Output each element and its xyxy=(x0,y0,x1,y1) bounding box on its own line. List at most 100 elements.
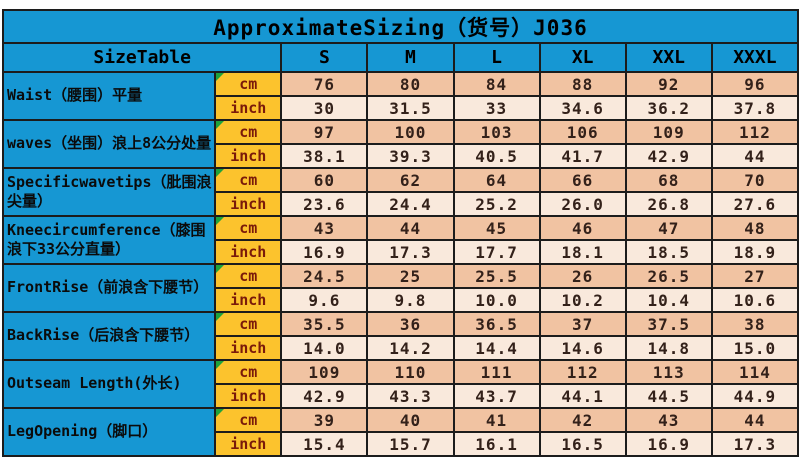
value-cell-inch: 10.6 xyxy=(710,287,800,313)
value-cell-cm: 62 xyxy=(366,167,455,193)
row-label: waves（坐围）浪上8公分处量 xyxy=(1,119,217,169)
unit-cell-inch: inch xyxy=(214,383,283,409)
value-cell-cm: 43 xyxy=(280,215,369,241)
value-cell-inch: 16.9 xyxy=(280,239,369,265)
value-cell-cm: 36 xyxy=(366,311,455,337)
comment-marker-icon xyxy=(217,218,225,225)
value-cell-inch: 26.0 xyxy=(538,191,627,217)
value-cell-cm: 88 xyxy=(538,71,627,97)
value-cell-cm: 45 xyxy=(452,215,541,241)
size-col-header-xxl: XXL xyxy=(624,42,713,73)
unit-cell-inch: inch xyxy=(214,239,283,265)
value-cell-inch: 15.7 xyxy=(366,431,455,457)
value-cell-cm: 103 xyxy=(452,119,541,145)
unit-cell-inch: inch xyxy=(214,335,283,361)
value-cell-cm: 76 xyxy=(280,71,369,97)
value-cell-inch: 38.1 xyxy=(280,143,369,169)
measurement-row-inch: inch 15.4 15.7 16.1 16.5 16.9 17.3 xyxy=(3,431,800,457)
unit-cell-inch: inch xyxy=(214,143,283,169)
unit-cell-cm: cm xyxy=(214,407,283,433)
value-cell-inch: 15.4 xyxy=(280,431,369,457)
measurement-row-cm: BackRise（后浪含下腰节） cm 35.5 36 36.5 37 37.5 38 xyxy=(1,311,800,361)
value-cell-inch: 33 xyxy=(452,95,541,121)
value-cell-inch: 44.9 xyxy=(710,383,800,409)
value-cell-inch: 43.7 xyxy=(452,383,541,409)
value-cell-inch: 14.0 xyxy=(280,335,369,361)
value-cell-inch: 10.0 xyxy=(452,287,541,313)
value-cell-inch: 27.6 xyxy=(710,191,800,217)
comment-marker-icon xyxy=(217,170,225,177)
value-cell-cm: 35.5 xyxy=(280,311,369,337)
value-cell-cm: 27 xyxy=(710,263,800,289)
value-cell-cm: 106 xyxy=(538,119,627,145)
value-cell-cm: 92 xyxy=(624,71,713,97)
value-cell-cm: 113 xyxy=(624,359,713,385)
unit-cell-inch: inch xyxy=(214,287,283,313)
title-row: ApproximateSizing（货号）J036 xyxy=(2,9,799,44)
value-cell-cm: 38 xyxy=(710,311,800,337)
measurement-row-cm: Outseam Length(外长) cm 109 110 111 112 113 114 xyxy=(1,359,800,409)
value-cell-inch: 16.9 xyxy=(624,431,713,457)
value-cell-cm: 66 xyxy=(538,167,627,193)
value-cell-inch: 10.2 xyxy=(538,287,627,313)
value-cell-cm: 112 xyxy=(710,119,800,145)
value-cell-inch: 26.8 xyxy=(624,191,713,217)
value-cell-inch: 23.6 xyxy=(280,191,369,217)
unit-cell-cm: cm xyxy=(214,71,283,97)
value-cell-inch: 25.2 xyxy=(452,191,541,217)
value-cell-inch: 16.5 xyxy=(538,431,627,457)
comment-marker-icon xyxy=(217,314,225,321)
value-cell-cm: 100 xyxy=(366,119,455,145)
comment-marker-icon xyxy=(217,74,225,81)
value-cell-inch: 44 xyxy=(710,143,800,169)
value-cell-cm: 24.5 xyxy=(280,263,369,289)
value-cell-inch: 34.6 xyxy=(538,95,627,121)
value-cell-cm: 26 xyxy=(538,263,627,289)
size-col-header-xxxl: XXXL xyxy=(710,42,800,73)
size-col-header-l: L xyxy=(452,42,541,73)
value-cell-inch: 37.8 xyxy=(710,95,800,121)
value-cell-inch: 9.8 xyxy=(366,287,455,313)
value-cell-inch: 42.9 xyxy=(624,143,713,169)
value-cell-inch: 41.7 xyxy=(538,143,627,169)
row-label: Waist（腰围）平量 xyxy=(1,71,217,121)
value-cell-cm: 46 xyxy=(538,215,627,241)
measurement-row-inch: inch 23.6 24.4 25.2 26.0 26.8 27.6 xyxy=(3,191,800,217)
size-col-header-s: S xyxy=(280,42,369,73)
value-cell-cm: 41 xyxy=(452,407,541,433)
value-cell-inch: 24.4 xyxy=(366,191,455,217)
value-cell-cm: 112 xyxy=(538,359,627,385)
value-cell-inch: 31.5 xyxy=(366,95,455,121)
value-cell-cm: 26.5 xyxy=(624,263,713,289)
measurement-row-cm: waves（坐围）浪上8公分处量 cm 97 100 103 106 109 112 xyxy=(1,119,800,169)
size-table-label: SizeTable xyxy=(1,42,283,73)
value-cell-cm: 68 xyxy=(624,167,713,193)
unit-cell-inch: inch xyxy=(214,191,283,217)
size-col-header-m: M xyxy=(366,42,455,73)
value-cell-inch: 17.3 xyxy=(710,431,800,457)
unit-cell-inch: inch xyxy=(214,95,283,121)
measurement-row-inch: inch 14.0 14.2 14.4 14.6 14.8 15.0 xyxy=(3,335,800,361)
value-cell-inch: 14.2 xyxy=(366,335,455,361)
comment-marker-icon xyxy=(217,362,225,369)
measurement-row-cm: Specificwavetips（肶围浪尖量） cm 60 62 64 66 68 70 xyxy=(1,167,800,217)
value-cell-cm: 37 xyxy=(538,311,627,337)
value-cell-cm: 84 xyxy=(452,71,541,97)
value-cell-cm: 97 xyxy=(280,119,369,145)
value-cell-cm: 37.5 xyxy=(624,311,713,337)
value-cell-inch: 18.9 xyxy=(710,239,800,265)
measurement-row-inch: inch 9.6 9.8 10.0 10.2 10.4 10.6 xyxy=(3,287,800,313)
value-cell-inch: 17.7 xyxy=(452,239,541,265)
value-cell-inch: 14.8 xyxy=(624,335,713,361)
value-cell-cm: 42 xyxy=(538,407,627,433)
value-cell-cm: 36.5 xyxy=(452,311,541,337)
unit-cell-cm: cm xyxy=(214,167,283,193)
value-cell-cm: 39 xyxy=(280,407,369,433)
comment-marker-icon xyxy=(217,122,225,129)
measurement-row-cm: Waist（腰围）平量 cm 76 80 84 88 92 96 xyxy=(1,71,800,121)
unit-cell-inch: inch xyxy=(214,431,283,457)
value-cell-inch: 39.3 xyxy=(366,143,455,169)
value-cell-inch: 30 xyxy=(280,95,369,121)
value-cell-inch: 9.6 xyxy=(280,287,369,313)
